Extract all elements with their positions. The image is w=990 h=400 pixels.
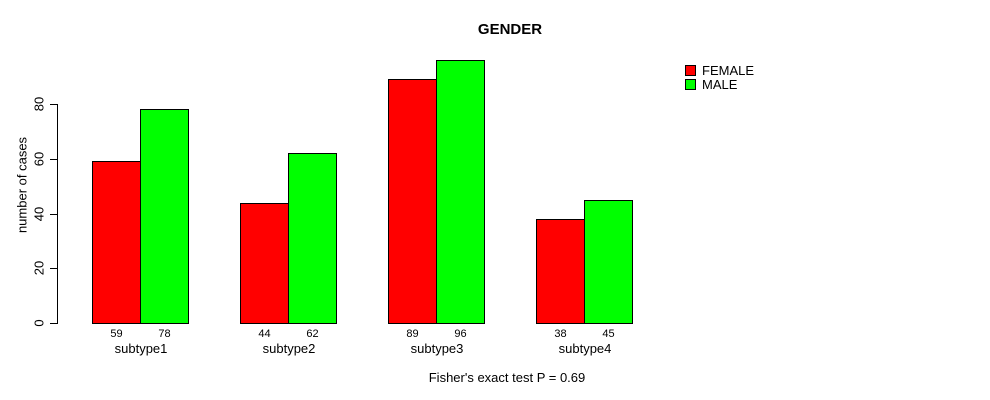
legend-swatch-male <box>685 78 696 90</box>
category-label-subtype3: subtype3 <box>410 341 464 356</box>
bar-value-female-subtype4: 38 <box>554 328 567 340</box>
y-axis-tick <box>50 158 57 160</box>
bar-value-female-subtype1: 59 <box>110 328 123 340</box>
y-axis-label: number of cases <box>14 136 30 234</box>
bar-value-male-subtype3: 96 <box>454 328 467 340</box>
y-axis-tick-label: 60 <box>31 151 47 166</box>
y-axis-tick <box>50 323 57 324</box>
y-axis-tick <box>50 213 57 215</box>
bar-female-subtype2 <box>240 202 289 324</box>
bar-value-male-subtype2: 62 <box>306 328 319 340</box>
bar-male-subtype1 <box>140 109 189 324</box>
annotation-text: Fisher's exact test P = 0.69 <box>428 370 586 385</box>
bar-female-subtype3 <box>388 79 437 324</box>
bar-value-female-subtype2: 44 <box>258 328 271 340</box>
legend-item-male: MALE <box>685 76 754 92</box>
legend-label-female: FEMALE <box>702 62 755 78</box>
bar-male-subtype3 <box>436 60 485 324</box>
bar-value-female-subtype3: 89 <box>406 328 419 340</box>
category-label-subtype2: subtype2 <box>262 341 316 356</box>
y-axis-tick <box>50 268 57 270</box>
y-axis-tick-label: 80 <box>31 96 47 112</box>
category-label-subtype1: subtype1 <box>114 341 168 356</box>
bar-female-subtype1 <box>92 161 141 324</box>
legend-item-female: FEMALE <box>685 62 755 78</box>
category-label-subtype4: subtype4 <box>558 341 612 356</box>
legend-label-male: MALE <box>702 76 738 92</box>
bar-male-subtype2 <box>288 153 337 324</box>
bar-value-male-subtype1: 78 <box>158 328 171 340</box>
chart-title: GENDER <box>477 21 543 38</box>
bar-female-subtype4 <box>536 218 585 324</box>
legend: FEMALE MALE <box>685 62 755 92</box>
y-axis-tick-label: 0 <box>31 319 47 327</box>
y-axis-tick-label: 40 <box>31 206 47 221</box>
y-axis-line <box>57 104 58 324</box>
bar-male-subtype4 <box>584 199 633 324</box>
y-axis-tick-label: 20 <box>31 261 47 276</box>
legend-swatch-female <box>685 64 696 76</box>
bar-value-male-subtype4: 45 <box>602 328 615 340</box>
y-axis-tick <box>50 104 57 105</box>
